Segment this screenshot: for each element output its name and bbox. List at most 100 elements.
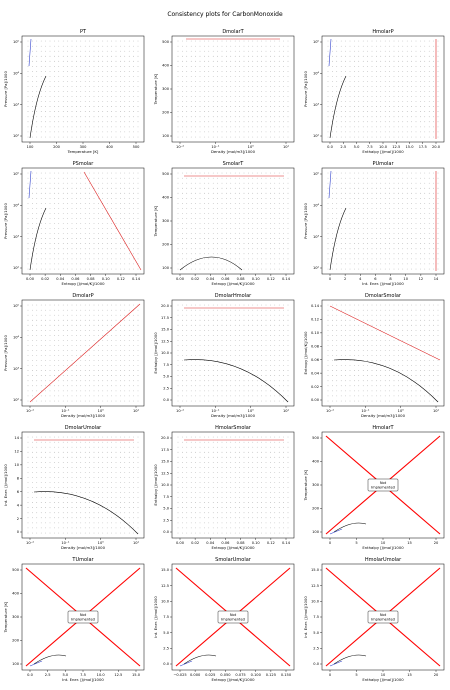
state-point (76, 131, 77, 133)
state-point (437, 203, 439, 204)
state-point (327, 390, 329, 392)
state-point (204, 76, 205, 77)
state-point (265, 304, 267, 306)
state-point (67, 177, 68, 179)
state-point (287, 66, 289, 67)
state-point (49, 40, 51, 42)
state-point (239, 340, 240, 341)
state-point (420, 66, 421, 67)
state-point (402, 81, 404, 82)
state-point (402, 208, 404, 209)
state-point (84, 314, 86, 316)
state-point (415, 304, 417, 306)
state-point (54, 258, 55, 260)
state-point (437, 253, 439, 255)
state-point (45, 248, 46, 250)
state-point (54, 91, 55, 92)
state-point (226, 208, 227, 209)
state-point (137, 182, 139, 184)
state-point (393, 350, 395, 351)
state-point (389, 91, 390, 92)
state-point (186, 319, 188, 321)
state-point (239, 380, 240, 382)
state-point (27, 71, 29, 72)
state-point (256, 55, 258, 57)
state-point (336, 50, 338, 52)
state-point (384, 370, 386, 371)
state-point (234, 111, 236, 112)
state-point (217, 395, 218, 397)
state-point (102, 182, 104, 184)
state-point (111, 208, 112, 209)
state-point (186, 335, 188, 336)
state-point (332, 172, 333, 174)
state-point (137, 66, 139, 67)
state-point (411, 248, 412, 250)
state-point (58, 203, 60, 204)
state-point (76, 268, 77, 270)
state-point (32, 192, 33, 194)
state-point (226, 55, 227, 57)
state-point (345, 218, 346, 219)
state-point (420, 330, 421, 331)
state-point (217, 111, 218, 112)
state-point (428, 111, 430, 112)
state-point (98, 253, 99, 255)
state-point (287, 218, 289, 219)
state-point (243, 350, 245, 351)
state-point (287, 319, 289, 321)
state-point (274, 198, 276, 199)
x-tick-label: 4 (359, 277, 362, 281)
state-point (243, 228, 245, 229)
state-point (327, 182, 329, 184)
x-tick-label: 400 (106, 145, 114, 149)
state-point (208, 238, 210, 239)
x-tick-label: 0.00 (176, 277, 185, 281)
state-point (433, 319, 434, 321)
state-point (76, 324, 77, 326)
state-point (354, 81, 355, 82)
state-point (106, 177, 108, 179)
state-point (195, 66, 196, 67)
state-point (420, 314, 421, 316)
state-point (71, 395, 73, 397)
state-point (389, 375, 390, 376)
state-point (261, 121, 262, 123)
state-point (424, 238, 426, 239)
y-tick-label: 7.5 (163, 363, 169, 367)
state-point (54, 385, 55, 387)
state-point (420, 324, 421, 326)
state-point (340, 208, 342, 209)
state-point (221, 198, 223, 199)
state-point (327, 304, 329, 306)
state-point (230, 330, 232, 331)
state-point (265, 233, 267, 234)
state-point (84, 228, 86, 229)
state-point (384, 131, 386, 133)
state-point (354, 126, 355, 128)
state-point (221, 385, 223, 387)
state-point (182, 395, 183, 397)
state-point (182, 309, 183, 311)
state-point (45, 198, 46, 199)
state-point (106, 238, 108, 239)
state-point (58, 395, 60, 397)
state-point (186, 304, 188, 306)
state-point (358, 228, 360, 229)
state-point (124, 218, 126, 219)
state-point (252, 400, 254, 402)
state-point (40, 192, 42, 194)
state-point (67, 45, 68, 47)
state-point (252, 182, 254, 184)
state-point (406, 268, 408, 270)
state-point (137, 76, 139, 77)
state-point (384, 60, 386, 62)
state-point (420, 375, 421, 376)
state-point (221, 177, 223, 179)
state-point (115, 395, 117, 397)
state-point (358, 50, 360, 52)
state-point (190, 55, 192, 57)
state-point (287, 131, 289, 133)
state-point (221, 253, 223, 255)
state-point (221, 355, 223, 356)
